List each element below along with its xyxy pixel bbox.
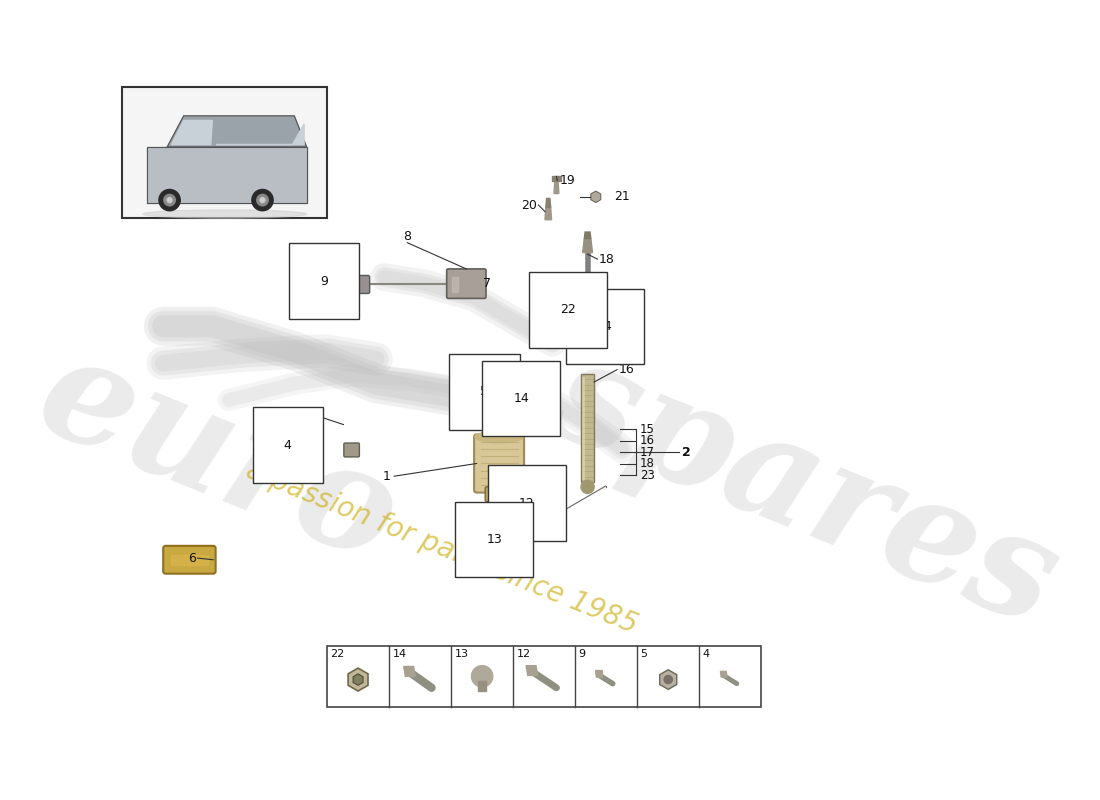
FancyBboxPatch shape [344,443,360,457]
FancyBboxPatch shape [474,434,524,493]
Text: spares: spares [532,325,1077,655]
Polygon shape [172,121,212,145]
Text: 17: 17 [614,346,629,359]
Polygon shape [581,330,594,337]
Text: 9: 9 [579,649,585,659]
Text: 14: 14 [514,392,529,405]
Text: 14: 14 [393,649,407,659]
Text: 21: 21 [615,190,630,203]
Polygon shape [146,147,307,203]
Text: 22: 22 [330,649,344,659]
Polygon shape [526,666,538,675]
Polygon shape [584,232,591,238]
Circle shape [158,190,180,210]
Text: 12: 12 [516,649,530,659]
Text: 16: 16 [640,434,654,447]
Circle shape [256,194,268,206]
Text: 23: 23 [548,332,563,345]
Text: 22: 22 [560,303,575,316]
Polygon shape [167,116,307,147]
Ellipse shape [475,431,524,442]
Text: 7: 7 [483,277,491,290]
Polygon shape [720,671,727,677]
Circle shape [491,526,516,552]
Text: 1: 1 [383,470,390,482]
Text: 5: 5 [640,649,648,659]
Text: 13: 13 [454,649,469,659]
Text: euro: euro [19,322,417,593]
Circle shape [472,666,493,687]
Circle shape [260,198,265,202]
Bar [122,87,327,218]
Text: 5: 5 [481,386,488,398]
Text: 2: 2 [682,446,691,459]
Text: 4: 4 [284,438,292,451]
Text: a passion for parts since 1985: a passion for parts since 1985 [242,456,641,639]
Polygon shape [554,182,559,194]
Text: 20: 20 [521,198,537,211]
Circle shape [496,533,509,546]
Circle shape [664,675,672,684]
Ellipse shape [143,210,307,218]
Text: 9: 9 [320,274,328,288]
Circle shape [167,198,172,202]
Polygon shape [583,238,593,253]
Polygon shape [583,345,593,360]
FancyBboxPatch shape [163,546,216,574]
FancyBboxPatch shape [350,275,370,294]
Text: 4: 4 [703,649,710,659]
Text: 17: 17 [640,446,654,459]
Polygon shape [580,337,596,347]
Polygon shape [172,555,208,565]
Text: 16: 16 [618,363,635,376]
Text: 8: 8 [404,230,411,242]
Polygon shape [552,176,561,182]
Text: 3: 3 [290,408,298,422]
Text: 23: 23 [640,469,654,482]
FancyBboxPatch shape [447,269,486,298]
Polygon shape [544,207,551,220]
Polygon shape [452,277,458,292]
Polygon shape [478,682,486,691]
Text: 18: 18 [640,458,654,470]
FancyBboxPatch shape [485,487,513,502]
Polygon shape [217,124,304,145]
Text: 18: 18 [600,253,615,266]
Text: 19: 19 [560,174,575,187]
Circle shape [164,194,175,206]
Polygon shape [404,666,415,676]
Text: 15: 15 [640,423,654,436]
Text: 12: 12 [519,497,535,510]
Bar [581,374,594,482]
Bar [327,646,761,707]
Circle shape [252,190,273,210]
Circle shape [581,480,594,494]
Text: 13: 13 [486,533,502,546]
Text: 6: 6 [188,552,196,565]
Polygon shape [546,198,551,207]
Polygon shape [595,670,603,677]
Text: 14: 14 [597,320,613,333]
